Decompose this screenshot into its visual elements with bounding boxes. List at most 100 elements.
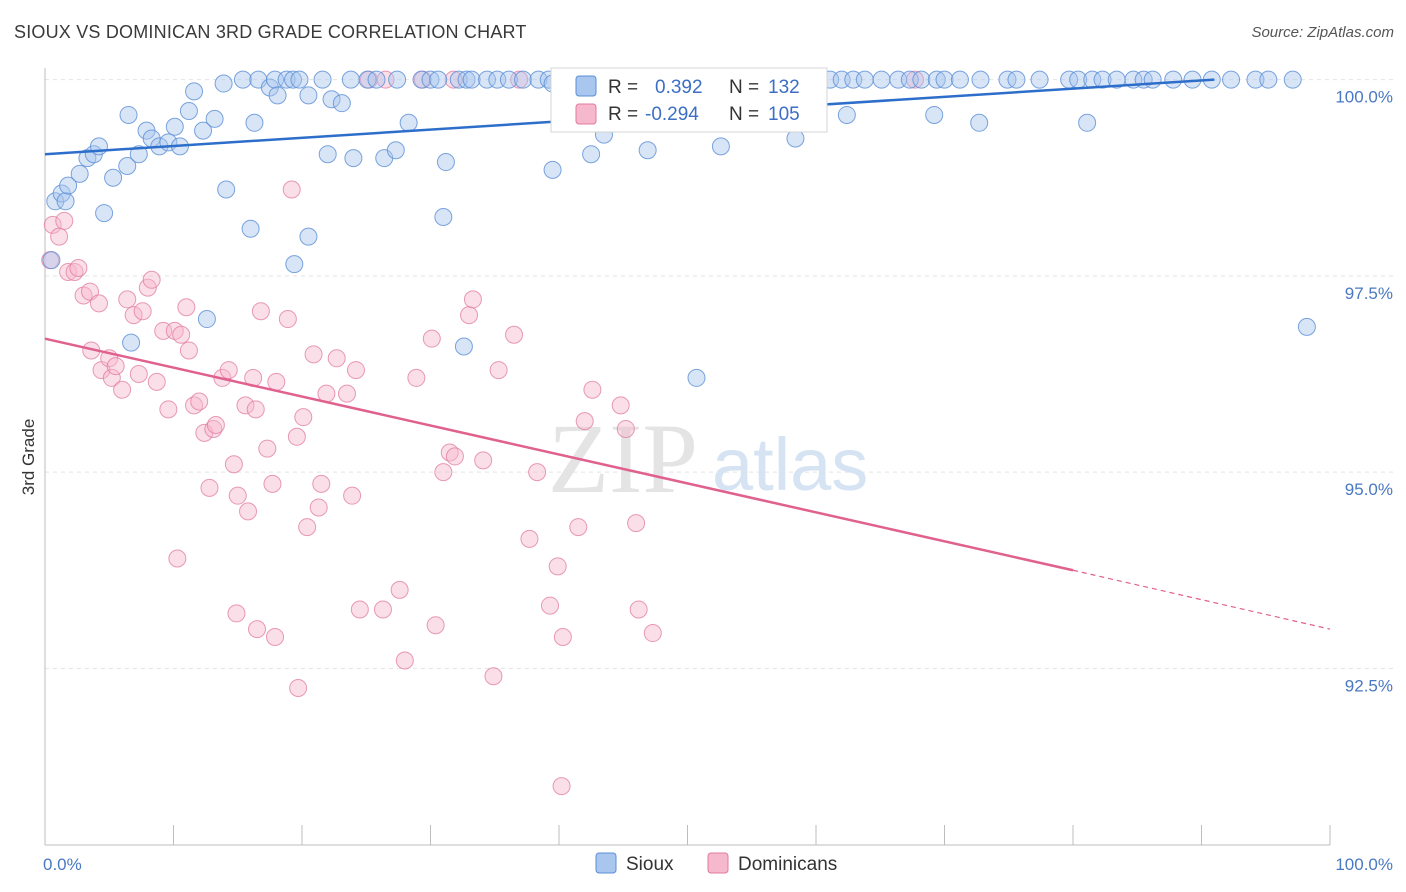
legend-swatch-sioux [575, 75, 597, 97]
dominicans-point [267, 372, 286, 391]
sioux-point [165, 117, 184, 136]
sioux-point [122, 333, 141, 352]
dominicans-point [246, 400, 265, 419]
dominicans-point [177, 298, 196, 317]
sioux-point [119, 105, 138, 124]
sioux-point [104, 168, 123, 187]
dominicans-point [239, 502, 258, 521]
dominicans-point [444, 70, 463, 89]
sioux-point [1283, 70, 1302, 89]
dominicans-point [124, 306, 143, 325]
y-axis-title: 3rd Grade [19, 419, 38, 496]
sioux-point [318, 145, 337, 164]
sioux-point [179, 102, 198, 121]
dominicans-point [282, 180, 301, 199]
sioux-point [217, 180, 236, 199]
sioux-point [95, 204, 114, 223]
legend-n-label-sioux: N = [729, 77, 759, 98]
dominicans-point [236, 396, 255, 415]
legend-r-label-dominicans: R = [608, 104, 638, 125]
dominicans-point [43, 215, 62, 234]
dominicans-point [552, 777, 571, 796]
dominicans-point [106, 357, 125, 376]
dominicans-point [251, 302, 270, 321]
dominicans-point [343, 486, 362, 505]
dominicans-point [553, 627, 572, 646]
sioux-point [194, 121, 213, 140]
sioux-point [299, 227, 318, 246]
bottom-legend-sioux: Sioux [626, 854, 674, 875]
sioux-point [1030, 70, 1049, 89]
sioux-point [935, 70, 954, 89]
dominicans-point [224, 455, 243, 474]
dominicans-trend-line [44, 337, 1074, 572]
dominicans-point [616, 419, 635, 438]
sioux-point [313, 70, 332, 89]
tick-labels: 92.5% 95.0% 97.5% 100.0% 0.0% 100.0% [43, 88, 1393, 874]
sioux-point [499, 70, 518, 89]
sioux-point [925, 105, 944, 124]
dominicans-point [520, 529, 539, 548]
sioux-point [837, 105, 856, 124]
dominicans-point [294, 408, 313, 427]
sioux-point [118, 156, 137, 175]
dominicans-point [463, 290, 482, 309]
sioux-point [529, 70, 548, 89]
sioux-point [399, 113, 418, 132]
dominicans-point [298, 518, 317, 537]
sioux-point [478, 70, 497, 89]
dominicans-point [172, 325, 191, 344]
dominicans-point [373, 600, 392, 619]
sioux-point [285, 255, 304, 274]
sioux-point [462, 70, 481, 89]
bottom-legend: Sioux Dominicans [595, 852, 837, 875]
dominicans-point [583, 380, 602, 399]
sioux-point [436, 153, 455, 172]
dominicans-point [312, 474, 331, 493]
sioux-point [344, 149, 363, 168]
sioux-point [299, 86, 318, 105]
sioux-point [268, 86, 287, 105]
dominicans-point [460, 306, 479, 325]
dominicans-point [168, 549, 187, 568]
dominicans-point [629, 600, 648, 619]
sioux-point [786, 129, 805, 148]
dominicans-point [346, 361, 365, 380]
sioux-point [386, 141, 405, 160]
dominicans-point [50, 227, 69, 246]
sioux-point [367, 70, 386, 89]
x-tick-label-1: 100.0% [1335, 855, 1393, 874]
dominicans-point [179, 341, 198, 360]
dominicans-point [248, 620, 267, 639]
watermark: ZIP atlas [548, 403, 868, 514]
sioux-point [129, 145, 148, 164]
source-label: Source: ZipAtlas.com [1251, 24, 1394, 41]
dominicans-point [59, 262, 78, 281]
dominicans-point [489, 361, 508, 380]
dominicans-point [89, 294, 108, 313]
dominicans-point [575, 412, 594, 431]
sioux-point [277, 70, 296, 89]
sioux-point [322, 90, 341, 109]
sioux-point [457, 70, 476, 89]
dominicans-point [327, 349, 346, 368]
legend-n-value-sioux: 132 [768, 77, 800, 98]
legend-n-label-dominicans: N = [729, 104, 759, 125]
dominicans-point [505, 325, 524, 344]
dominicans-point [390, 580, 409, 599]
y-tick-label-0: 92.5% [1345, 676, 1393, 695]
dominicans-point [200, 478, 219, 497]
legend-box: R = 0.392 N = 132 R = -0.294 N = 105 [550, 67, 828, 133]
dominicans-point [350, 600, 369, 619]
chart-title: SIOUX VS DOMINICAN 3RD GRADE CORRELATION… [14, 22, 527, 42]
legend-r-value-sioux: 0.392 [655, 77, 703, 98]
sioux-point [1246, 70, 1265, 89]
dominicans-point [263, 474, 282, 493]
dominicans-points [41, 70, 924, 796]
sioux-point [434, 208, 453, 226]
dominicans-point [395, 651, 414, 670]
dominicans-point [159, 400, 178, 419]
sioux-point [185, 82, 204, 101]
dominicans-point [129, 365, 148, 383]
dominicans-point [147, 372, 166, 391]
